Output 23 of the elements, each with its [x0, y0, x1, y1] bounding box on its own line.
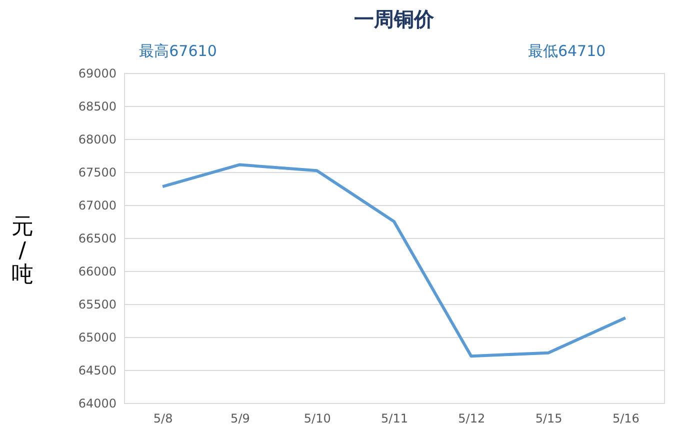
x-tick-label: 5/11 — [381, 412, 408, 426]
y-tick-label: 65500 — [78, 298, 116, 312]
chart-title: 一周铜价 — [354, 7, 435, 31]
x-tick-label: 5/16 — [612, 412, 640, 426]
x-tick-label: 5/10 — [304, 412, 331, 426]
y-tick-label: 67000 — [78, 198, 116, 212]
y-tick-label: 68000 — [78, 132, 116, 146]
text: 最高67610 — [139, 42, 217, 60]
text: 最低64710 — [528, 42, 606, 60]
x-tick-label: 5/12 — [458, 412, 486, 426]
y-axis-title: 元/吨 — [11, 214, 34, 288]
x-tick-label: 5/15 — [535, 412, 562, 426]
line-series — [161, 163, 627, 358]
y-tick-label: 66000 — [78, 264, 116, 278]
y-tick-label: 68500 — [78, 100, 116, 114]
y-tick-label: 64500 — [78, 364, 116, 378]
x-tick-label: 5/9 — [230, 412, 250, 426]
y-tick-label: 67500 — [78, 166, 116, 180]
y-tick-label: 64000 — [78, 396, 116, 410]
y-tick-label: 69000 — [78, 66, 116, 80]
x-tick-label: 5/8 — [153, 412, 173, 426]
y-tick-label: 66500 — [78, 232, 116, 246]
y-tick-label: 65000 — [78, 330, 116, 344]
